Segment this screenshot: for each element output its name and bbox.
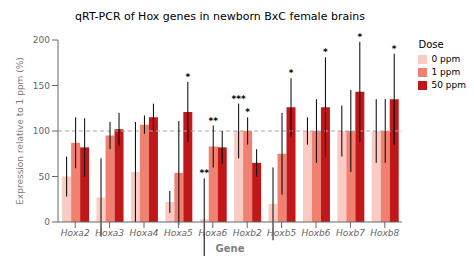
html-text:0 ppm: 0 ppm [431,54,461,64]
html-text:Dose: Dose [418,39,444,50]
svg-text:*: * [323,47,328,57]
svg-text:100: 100 [33,126,50,136]
svg-text:Gene: Gene [216,243,245,254]
svg-text:***: *** [232,94,246,104]
svg-text:Hoxb2: Hoxb2 [233,228,262,238]
svg-text:Hoxa5: Hoxa5 [164,228,193,238]
svg-text:Hoxa2: Hoxa2 [61,228,90,238]
svg-text:Hoxb5: Hoxb5 [267,228,296,238]
svg-text:*: * [392,44,397,54]
svg-text:**: ** [200,168,210,178]
svg-text:50: 50 [39,172,51,182]
svg-text:*: * [245,107,250,117]
svg-text:Hoxb7: Hoxb7 [336,228,365,238]
html-text:qRT-PCR of Hox genes in newbor: qRT-PCR of Hox genes in newborn BxC fema… [75,10,365,23]
svg-text:*: * [185,72,190,82]
svg-text:*: * [289,68,294,78]
svg-text:**: ** [209,116,219,126]
svg-text:0: 0 [44,217,50,227]
html-text:1 ppm: 1 ppm [431,67,461,77]
svg-text:Hoxa3: Hoxa3 [95,228,124,238]
svg-text:Expression relative to 1 ppm (: Expression relative to 1 ppm (%) [15,57,25,205]
svg-text:*: * [357,32,362,42]
html-text:50 ppm: 50 ppm [431,80,466,90]
svg-text:Hoxb6: Hoxb6 [301,228,330,238]
svg-text:200: 200 [33,35,50,45]
svg-text:Hoxb8: Hoxb8 [370,228,399,238]
svg-text:Hoxa6: Hoxa6 [198,228,227,238]
svg-text:Hoxa4: Hoxa4 [130,228,159,238]
svg-text:150: 150 [33,81,50,91]
